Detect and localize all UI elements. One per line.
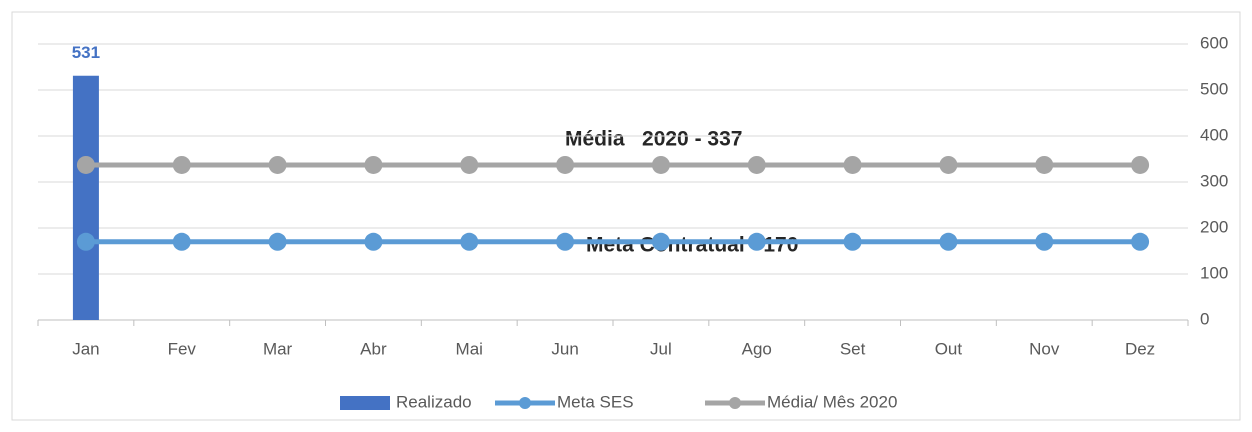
marker: [747, 232, 766, 251]
marker: [172, 232, 191, 251]
data-label: 531: [72, 43, 100, 62]
legend-label: Média/ Mês 2020: [767, 392, 897, 411]
x-tick-label: Set: [840, 339, 866, 358]
x-tick-label: Abr: [360, 339, 387, 358]
marker: [1035, 232, 1054, 251]
marker: [364, 155, 383, 174]
marker: [1131, 155, 1150, 174]
chart-frame: [11, 11, 1241, 421]
marker: [843, 232, 862, 251]
marker: [268, 155, 287, 174]
x-tick-label: Jan: [72, 339, 99, 358]
x-tick-label: Out: [935, 339, 963, 358]
marker: [76, 155, 95, 174]
x-tick-label: Nov: [1029, 339, 1060, 358]
marker: [651, 232, 670, 251]
x-tick-label: Dez: [1125, 339, 1155, 358]
annotation: Média 2020 - 337: [565, 128, 742, 151]
x-tick-label: Mai: [456, 339, 483, 358]
marker: [172, 155, 191, 174]
y-tick-label: 400: [1200, 125, 1228, 144]
legend-swatch: [519, 397, 531, 409]
legend-swatch: [729, 397, 741, 409]
marker: [1035, 155, 1054, 174]
y-tick-label: 0: [1200, 309, 1209, 328]
marker: [460, 232, 479, 251]
marker: [747, 155, 766, 174]
legend-label: Meta SES: [557, 392, 634, 411]
marker: [364, 232, 383, 251]
y-tick-label: 500: [1200, 79, 1228, 98]
x-tick-label: Jun: [551, 339, 578, 358]
marker: [556, 155, 575, 174]
marker: [460, 155, 479, 174]
y-tick-label: 600: [1200, 33, 1228, 52]
bar: [72, 75, 99, 321]
marker: [76, 232, 95, 251]
marker: [651, 155, 670, 174]
y-tick-label: 300: [1200, 171, 1228, 190]
marker: [556, 232, 575, 251]
marker: [939, 232, 958, 251]
x-tick-label: Ago: [742, 339, 772, 358]
x-tick-label: Jul: [650, 339, 672, 358]
x-tick-label: Fev: [168, 339, 197, 358]
marker: [1131, 232, 1150, 251]
legend-swatch: [340, 396, 390, 410]
marker: [843, 155, 862, 174]
marker: [939, 155, 958, 174]
legend-label: Realizado: [396, 392, 472, 411]
y-tick-label: 100: [1200, 263, 1228, 282]
marker: [268, 232, 287, 251]
annotation: Meta Contratual - 170: [586, 234, 798, 257]
x-tick-label: Mar: [263, 339, 293, 358]
y-tick-label: 200: [1200, 217, 1228, 236]
